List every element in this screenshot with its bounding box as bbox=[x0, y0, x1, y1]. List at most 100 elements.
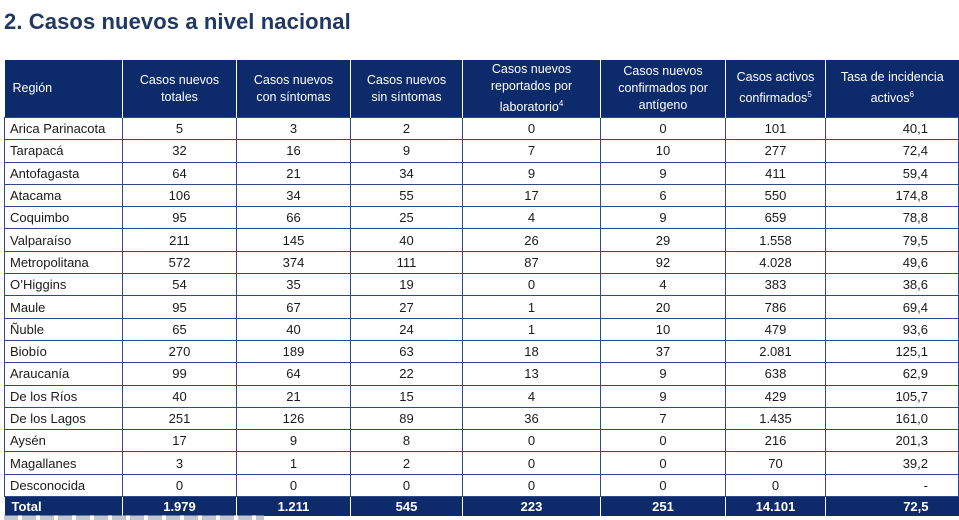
table-row-tarapaca: Tarapacá 32 16 9 7 10 277 72,4 bbox=[4, 139, 959, 163]
table-row-magallanes: Magallanes 3 1 2 0 0 70 39,2 bbox=[4, 451, 959, 475]
table-row-antofagasta: Antofagasta 64 21 34 9 9 411 59,4 bbox=[4, 161, 959, 185]
total-cell: 223 bbox=[462, 496, 601, 517]
column-header-line: activos bbox=[870, 91, 910, 106]
table-cell: 572 bbox=[122, 250, 237, 275]
region-name-cell: Magallanes bbox=[4, 451, 123, 475]
table-row-nuble: Ñuble 65 40 24 1 10 479 93,6 bbox=[4, 317, 959, 341]
table-cell: 9 bbox=[236, 429, 351, 453]
table-cell: 34 bbox=[350, 161, 463, 185]
table-cell: 24 bbox=[350, 317, 463, 341]
column-header-line: Casos nuevos bbox=[623, 64, 703, 78]
column-header-line: Tasa de incidencia bbox=[840, 70, 944, 85]
table-cell: 105,7 bbox=[825, 384, 959, 408]
region-name-cell: Desconocida bbox=[4, 473, 123, 498]
table-cell: 67 bbox=[236, 295, 351, 319]
column-header-line: confirmados por bbox=[618, 81, 708, 95]
column-header-casos-activos-confirmados: Casos activos confirmados5 bbox=[725, 60, 826, 118]
column-header-line: laboratorio bbox=[499, 100, 559, 115]
table-cell: 9 bbox=[600, 384, 726, 408]
column-header-region: Región bbox=[4, 60, 123, 118]
table-row-arica-parinacota: Arica Parinacota 5 3 2 0 0 101 40,1 bbox=[4, 116, 959, 141]
table-cell: 18 bbox=[462, 339, 601, 364]
total-cell: 1.211 bbox=[236, 496, 351, 517]
table-row-de-los-lagos: De los Lagos 251 126 89 36 7 1.435 161,0 bbox=[4, 406, 959, 431]
table-row-araucania: Araucanía 99 64 22 13 9 638 62,9 bbox=[4, 362, 959, 386]
footnote-marker: 5 bbox=[807, 90, 812, 100]
table-cell: 479 bbox=[725, 317, 826, 341]
total-cell: 72,5 bbox=[825, 496, 959, 517]
table-cell: 37 bbox=[600, 339, 726, 364]
table-cell: 0 bbox=[462, 451, 601, 475]
table-cell: 0 bbox=[600, 429, 726, 453]
column-header-casos-nuevos-totales: Casos nuevos totales bbox=[122, 60, 237, 118]
table-cell: 26 bbox=[462, 228, 601, 252]
table-cell: 16 bbox=[236, 139, 351, 163]
table-cell: 277 bbox=[725, 139, 826, 163]
table-cell: 1 bbox=[236, 451, 351, 475]
table-cell: 40 bbox=[350, 228, 463, 252]
table-cell: 2 bbox=[350, 451, 463, 475]
table-cell: 0 bbox=[600, 473, 726, 498]
table-row-aysen: Aysén 17 9 8 0 0 216 201,3 bbox=[4, 429, 959, 453]
table-cell: 25 bbox=[350, 206, 463, 230]
table-cell: 251 bbox=[122, 406, 237, 431]
table-cell: 9 bbox=[350, 139, 463, 163]
table-cell: 550 bbox=[725, 183, 826, 208]
cases-table: Región Casos nuevos totales Casos nuevos con… bbox=[4, 60, 959, 517]
table-cell: 34 bbox=[236, 183, 351, 208]
table-cell: 22 bbox=[350, 362, 463, 386]
total-cell: 251 bbox=[600, 496, 726, 517]
table-cell: 72,4 bbox=[825, 139, 959, 163]
table-cell: 8 bbox=[350, 429, 463, 453]
footnote-marker: 4 bbox=[558, 98, 564, 108]
region-name-cell: De los Ríos bbox=[4, 384, 123, 408]
table-cell: 3 bbox=[122, 451, 237, 475]
table-cell: 201,3 bbox=[825, 429, 959, 453]
table-cell: 21 bbox=[236, 384, 351, 408]
table-cell: 15 bbox=[350, 384, 463, 408]
table-cell: 20 bbox=[600, 295, 726, 319]
table-cell: 270 bbox=[122, 339, 237, 364]
table-cell: 211 bbox=[122, 228, 237, 252]
table-cell: 4 bbox=[462, 384, 601, 408]
table-cell: 1.558 bbox=[725, 228, 826, 252]
table-cell: 383 bbox=[725, 273, 826, 297]
table-cell: 78,8 bbox=[825, 206, 959, 230]
table-cell: 4.028 bbox=[725, 250, 826, 275]
table-cell: 7 bbox=[462, 139, 601, 163]
table-cell: 126 bbox=[236, 406, 351, 431]
column-header-casos-nuevos-con-sintomas: Casos nuevos con síntomas bbox=[236, 60, 351, 118]
table-cell: 21 bbox=[236, 161, 351, 185]
table-cell: 17 bbox=[122, 429, 237, 453]
table-cell: 4 bbox=[462, 206, 601, 230]
column-header-line: antígeno bbox=[638, 98, 688, 112]
table-cell: 10 bbox=[600, 317, 726, 341]
table-cell: 38,6 bbox=[825, 273, 959, 297]
total-cell: 1.979 bbox=[122, 496, 237, 517]
column-header-casos-nuevos-sin-sintomas: Casos nuevos sin síntomas bbox=[350, 60, 463, 118]
table-row-maule: Maule 95 67 27 1 20 786 69,4 bbox=[4, 295, 959, 319]
table-cell: 9 bbox=[600, 206, 726, 230]
table-row-desconocida: Desconocida 0 0 0 0 0 0- bbox=[4, 473, 959, 498]
table-cell: 0 bbox=[462, 473, 601, 498]
table-cell: 9 bbox=[600, 161, 726, 185]
region-name-cell: Arica Parinacota bbox=[4, 116, 123, 141]
table-cell: 40 bbox=[122, 384, 237, 408]
table-cell: 29 bbox=[600, 228, 726, 252]
table-cell: 0 bbox=[350, 473, 463, 498]
table-cell: 69,4 bbox=[825, 295, 959, 319]
column-header-line: sin síntomas bbox=[371, 89, 442, 104]
table-cell: 0 bbox=[236, 473, 351, 498]
table-cell: 19 bbox=[350, 273, 463, 297]
region-name-cell: Ñuble bbox=[4, 317, 123, 341]
table-cell: 1.435 bbox=[725, 406, 826, 431]
total-cell: 545 bbox=[350, 496, 463, 517]
table-cell: 92 bbox=[600, 250, 726, 275]
table-cell: 0 bbox=[462, 116, 601, 141]
table-cell: 101 bbox=[725, 116, 826, 141]
total-cell: 14.101 bbox=[725, 496, 826, 517]
table-cell: 36 bbox=[462, 406, 601, 431]
table-cell: 64 bbox=[236, 362, 351, 386]
table-cell: 59,4 bbox=[825, 161, 959, 185]
region-name-cell: Aysén bbox=[4, 429, 123, 453]
